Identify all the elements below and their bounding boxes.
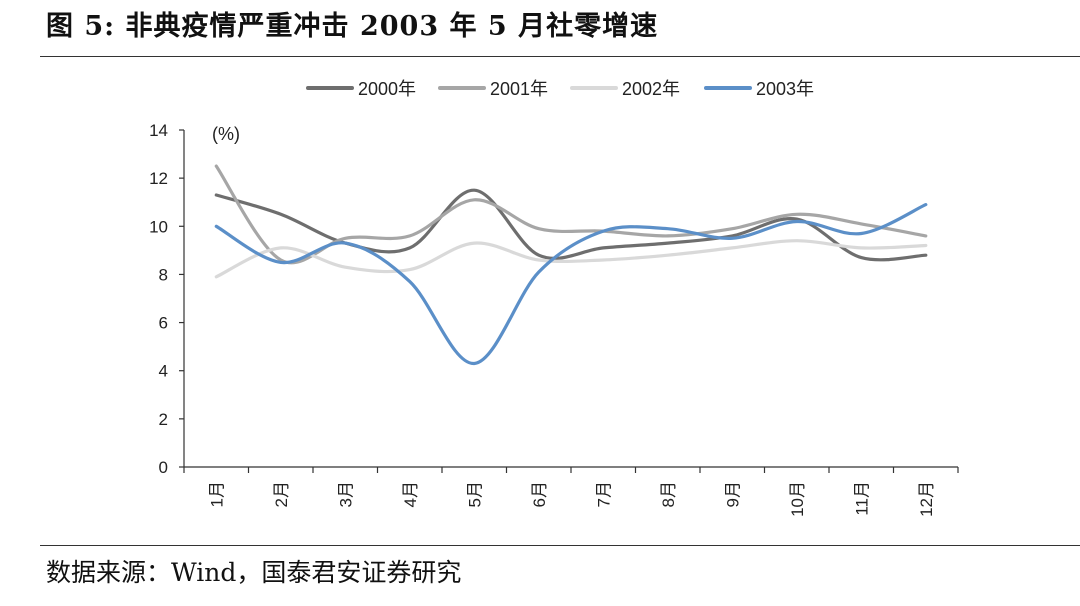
- x-tick-label: 3月: [336, 481, 355, 507]
- legend-label: 2001年: [490, 79, 548, 99]
- legend: 2000年 2001年 2002年 2003年: [306, 79, 814, 99]
- top-rule: [40, 56, 1080, 57]
- y-tick-label: 12: [149, 169, 168, 188]
- x-tick-label: 5月: [465, 481, 484, 507]
- x-tick-label: 2月: [272, 481, 291, 507]
- y-axis-label: (%): [212, 124, 240, 144]
- y-tick-label: 4: [159, 362, 168, 381]
- x-tick-label: 6月: [530, 481, 549, 507]
- y-tick-label: 14: [149, 121, 168, 140]
- y-axis: 0 2 4 6 8 10 12 14: [149, 121, 185, 477]
- line-chart: 2000年 2001年 2002年 2003年 0 2 4 6 8 10 12 14 1月 2月 3月 4…: [149, 79, 959, 517]
- bottom-rule: [40, 545, 1080, 546]
- series-line-2003年: [214, 203, 928, 366]
- y-tick-label: 0: [159, 458, 168, 477]
- legend-label: 2000年: [358, 79, 416, 99]
- figure-title: 图 5: 非典疫情严重冲击 2003 年 5 月社零增速: [46, 11, 659, 42]
- y-tick-label: 2: [159, 410, 168, 429]
- legend-label: 2003年: [756, 79, 814, 99]
- x-tick-label: 9月: [723, 481, 742, 507]
- series-lines: [214, 164, 928, 366]
- x-tick-label: 7月: [594, 481, 613, 507]
- series-line-2002年: [214, 239, 928, 279]
- data-source-note: 数据来源：Wind，国泰君安证券研究: [46, 558, 462, 587]
- y-tick-label: 8: [159, 265, 168, 284]
- legend-label: 2002年: [622, 79, 680, 99]
- x-tick-label: 11月: [852, 481, 871, 516]
- y-tick-label: 10: [149, 217, 168, 236]
- x-tick-label: 12月: [917, 481, 936, 517]
- y-tick-label: 6: [159, 314, 168, 333]
- x-axis: 1月 2月 3月 4月 5月 6月 7月 8月 9月 10月 11月 12月: [183, 466, 959, 517]
- x-tick-label: 10月: [788, 481, 807, 517]
- x-tick-label: 8月: [659, 481, 678, 507]
- x-tick-label: 1月: [207, 481, 226, 507]
- x-tick-label: 4月: [401, 481, 420, 507]
